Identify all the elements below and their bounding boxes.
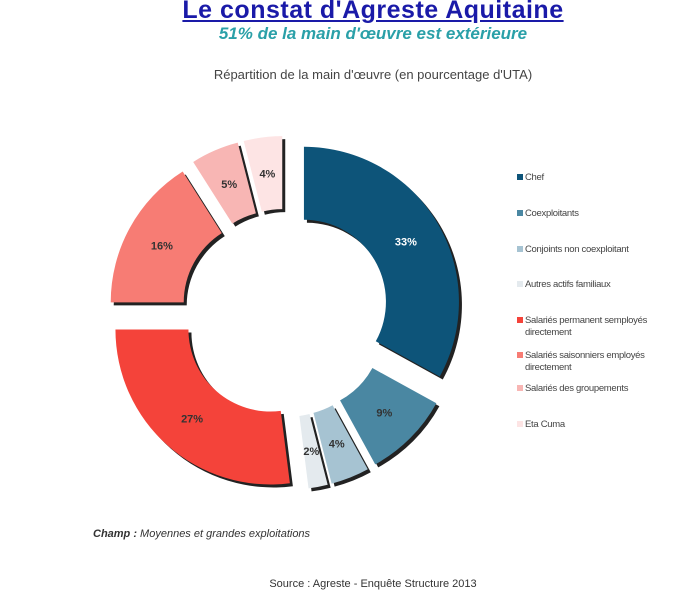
slice-2: [340, 368, 437, 465]
legend-item: Salariés des groupements: [517, 383, 665, 395]
data-label: 33%: [395, 236, 417, 248]
legend-item: Chef: [517, 172, 665, 184]
legend-item: Salariés permanent semployés directement: [517, 315, 665, 339]
legend-label: Autres actifs familiaux: [525, 279, 611, 290]
legend-label: Salariés des groupements: [525, 383, 629, 394]
legend-label: Salariés permanent semployés directement: [525, 315, 648, 338]
slice-8: [243, 136, 283, 212]
legend-item: Eta Cuma: [517, 419, 665, 431]
legend-swatch: [517, 421, 523, 427]
legend-swatch: [517, 210, 523, 216]
legend-item: Conjoints non coexploitant: [517, 244, 665, 256]
legend-label: Conjoints non coexploitant: [525, 244, 629, 255]
legend-swatch: [517, 246, 523, 252]
legend-swatch: [517, 385, 523, 391]
legend-swatch: [517, 281, 523, 287]
slice-4: [299, 414, 328, 489]
legend-item: Autres actifs familiaux: [517, 279, 665, 291]
legend-label: Chef: [525, 172, 544, 183]
chart-title: Répartition de la main d'œuvre (en pourc…: [213, 67, 533, 82]
data-label: 9%: [376, 407, 392, 419]
legend-swatch: [517, 174, 523, 180]
legend-swatch: [517, 352, 523, 358]
data-label: 4%: [259, 169, 275, 181]
data-label: 5%: [221, 179, 237, 191]
slice-1: [303, 146, 459, 377]
legend-label: Eta Cuma: [525, 419, 565, 430]
data-label: 27%: [181, 413, 203, 425]
scope-text: Moyennes et grandes exploitations: [137, 528, 311, 540]
scope-label: Champ :: [93, 528, 137, 540]
legend-swatch: [517, 317, 523, 323]
data-label: 4%: [329, 439, 345, 451]
slice-5: [115, 329, 290, 485]
legend-label: Coexploitants: [525, 208, 579, 219]
legend-label: Salariés saisonniers employés directemen…: [525, 350, 645, 373]
page-subtitle: 51% de la main d'œuvre est extérieure: [218, 24, 528, 43]
slice-7: [193, 142, 256, 224]
scope-note: Champ : Moyennes et grandes exploitation…: [93, 528, 310, 540]
source-note: Source : Agreste - Enquête Structure 201…: [269, 578, 477, 590]
legend-item: Coexploitants: [517, 208, 665, 220]
legend-item: Salariés saisonniers employés directemen…: [517, 350, 665, 374]
slice-3: [313, 405, 368, 484]
data-label: 16%: [151, 240, 173, 252]
page-title: Le constat d'Agreste Aquitaine: [182, 0, 564, 24]
slice-6: [110, 171, 222, 303]
data-label: 2%: [303, 446, 319, 458]
